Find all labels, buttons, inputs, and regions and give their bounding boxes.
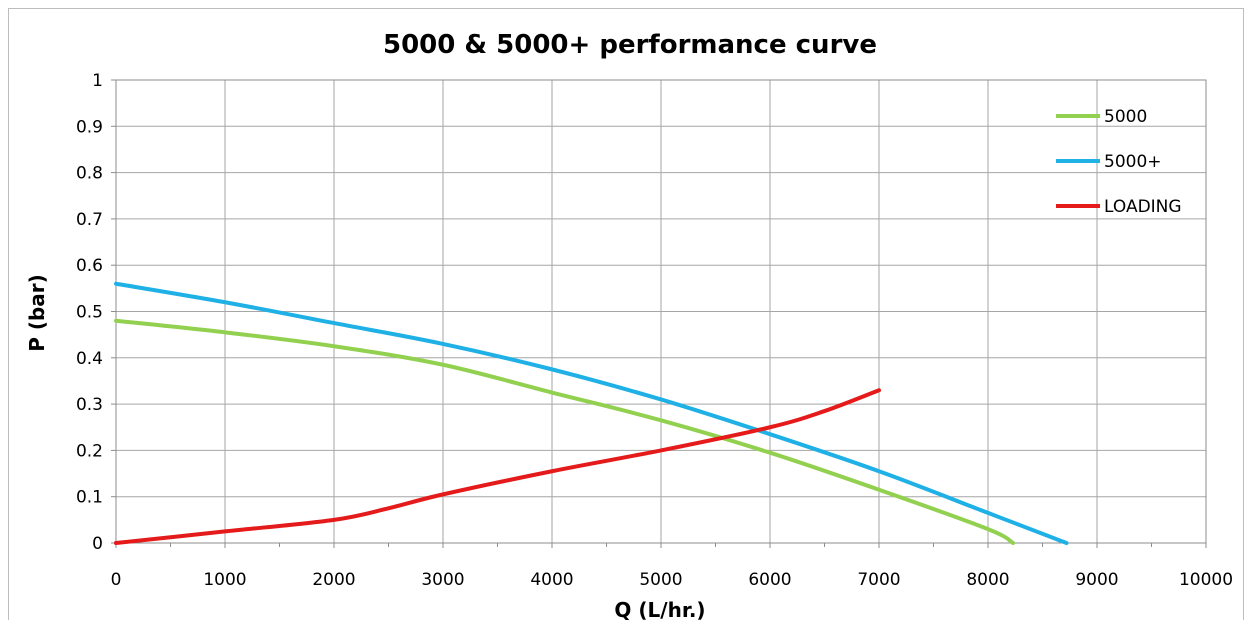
tick-labels: 0 1000 2000 3000 4000 5000 6000 7000 8000 9000 100… — [76, 71, 1233, 590]
x-tick-label: 4000 — [530, 570, 573, 590]
x-tick-label: 0 — [111, 570, 122, 590]
y-axis-label: P (bar) — [25, 274, 49, 352]
y-tick-label: 0.5 — [76, 303, 103, 323]
legend: 5000 5000+ LOADING — [1056, 107, 1182, 217]
x-axis-label: Q (L/hr.) — [614, 598, 705, 622]
series-line-loading — [114, 388, 881, 545]
x-tick-label: 5000 — [639, 570, 682, 590]
y-tick-label: 0.7 — [76, 210, 103, 230]
x-tick-label: 9000 — [1075, 570, 1118, 590]
x-tick-label: 7000 — [857, 570, 900, 590]
x-tick-label: 6000 — [748, 570, 791, 590]
legend-label: LOADING — [1104, 197, 1182, 217]
series-line-5000 — [114, 318, 1016, 545]
legend-label: 5000+ — [1104, 152, 1162, 172]
chart-title: 5000 & 5000+ performance curve — [383, 30, 877, 60]
y-tick-label: 0.8 — [76, 164, 103, 184]
series-line-5000- — [114, 281, 1069, 545]
y-tick-label: 0.2 — [76, 441, 103, 461]
y-tick-label: 0.6 — [76, 256, 103, 276]
y-tick-label: 0.3 — [76, 395, 103, 415]
x-tick-label: 3000 — [421, 570, 464, 590]
x-tick-label: 10000 — [1179, 570, 1233, 590]
y-tick-label: 0 — [92, 534, 103, 554]
y-tick-label: 0.1 — [76, 488, 103, 508]
y-tick-label: 1 — [92, 71, 103, 91]
plot-area-border — [115, 79, 1207, 544]
legend-label: 5000 — [1104, 107, 1147, 127]
y-tick-label: 0.4 — [76, 349, 103, 369]
series-lines — [114, 281, 1069, 545]
chart-frame — [8, 8, 1244, 620]
x-tick-label: 1000 — [203, 570, 246, 590]
grid-lines — [111, 79, 1207, 548]
x-tick-label: 2000 — [312, 570, 355, 590]
y-tick-label: 0.9 — [76, 117, 103, 137]
x-tick-label: 8000 — [966, 570, 1009, 590]
